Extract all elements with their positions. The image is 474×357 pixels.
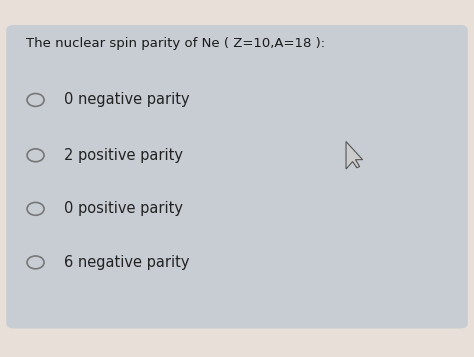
Polygon shape [346,142,363,169]
Text: The nuclear spin parity of Ne ( Z=10,A=18 ):: The nuclear spin parity of Ne ( Z=10,A=1… [26,37,325,50]
Text: 0 negative parity: 0 negative parity [64,92,190,107]
Text: 6 negative parity: 6 negative parity [64,255,190,270]
Text: 0 positive parity: 0 positive parity [64,201,183,216]
Text: 2 positive parity: 2 positive parity [64,148,183,163]
FancyBboxPatch shape [6,25,468,328]
